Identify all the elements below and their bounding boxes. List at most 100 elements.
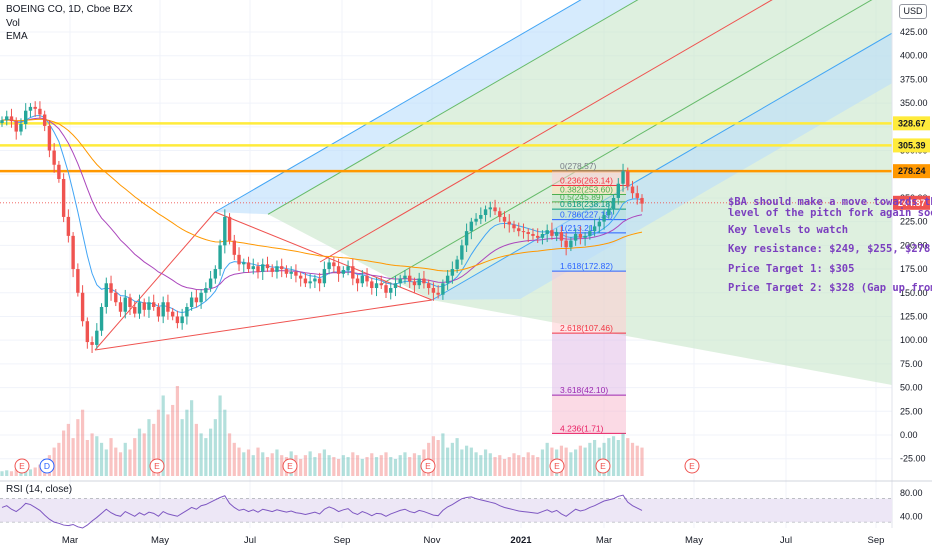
candle-body [559, 232, 564, 241]
volume-bar [256, 447, 260, 476]
volume-bar [52, 447, 56, 476]
pitchfork-handle-a [94, 211, 216, 351]
candle-body [445, 275, 450, 284]
candle-body [521, 231, 526, 233]
volume-bar [0, 471, 4, 476]
candle [389, 282, 393, 300]
candle-body [180, 316, 184, 324]
event-letter: E [554, 461, 560, 471]
volume-bar [583, 447, 587, 476]
candle-body [137, 302, 142, 314]
candle [123, 289, 127, 319]
volume-bar [455, 438, 459, 476]
currency-button[interactable]: USD [899, 4, 927, 19]
volume-bar [118, 452, 123, 476]
candle-body [308, 281, 312, 284]
candle-body [374, 283, 379, 289]
volume-bar [616, 440, 620, 476]
candle-body [223, 216, 227, 246]
volume-bar [156, 409, 161, 476]
fib-zone [552, 395, 626, 434]
event-marker[interactable]: E [14, 458, 30, 474]
candle-body [109, 283, 113, 293]
volume-bar [104, 449, 108, 476]
fib-label: 3.618(42.10) [560, 385, 608, 395]
candle [308, 273, 312, 289]
volume-bar [199, 433, 203, 476]
candle-body [346, 266, 350, 271]
candle [71, 232, 75, 278]
volume-bar [479, 455, 483, 476]
price-tag-bg [893, 116, 930, 131]
candle [621, 163, 625, 192]
volume-bar [265, 457, 270, 476]
event-marker[interactable]: E [595, 458, 611, 474]
event-marker[interactable]: E [684, 458, 700, 474]
volume-bar [574, 449, 578, 476]
candle [303, 272, 308, 288]
candle [417, 272, 421, 289]
price-tick-label: -25.00 [900, 454, 926, 464]
volume-bar [299, 458, 303, 476]
event-marker[interactable]: E [282, 458, 298, 474]
volume-bar [351, 452, 355, 476]
price-tag-text: 305.39 [898, 140, 926, 150]
time-tick-label: Jul [780, 535, 792, 546]
candle [379, 275, 383, 289]
volume-bar [114, 447, 118, 476]
candle [170, 307, 175, 321]
event-marker[interactable]: E [149, 458, 165, 474]
price-tick-label: 125.00 [900, 311, 928, 321]
rsi-band [0, 498, 892, 523]
volume-bar [436, 440, 440, 476]
price-tag-text: 244.87 [898, 198, 926, 208]
volume-bar [626, 438, 630, 476]
rsi-pane: RSI (14, close) 80.00 40.00 [0, 484, 923, 529]
candle [175, 310, 180, 329]
volume-bar [379, 455, 383, 476]
candle [531, 228, 535, 240]
candle-body [189, 297, 194, 307]
price-tag-bg [893, 195, 930, 210]
time-tick-label: 2021 [510, 535, 532, 546]
fib-zone [552, 333, 626, 396]
candle [223, 209, 227, 254]
event-marker[interactable]: E [549, 458, 565, 474]
fib-zone [552, 194, 626, 202]
candle [597, 217, 602, 234]
event-marker[interactable]: E [420, 458, 436, 474]
volume-bar [161, 395, 165, 476]
price-tick-label: 25.00 [900, 406, 923, 416]
volume-bar [66, 423, 70, 476]
candle-body [417, 278, 421, 286]
volume-bar [232, 442, 236, 476]
candle [218, 239, 222, 276]
volume-bars [0, 386, 644, 476]
candle-body [166, 302, 170, 312]
volume-bar [80, 409, 85, 476]
event-letter: E [287, 461, 293, 471]
candle-body [19, 123, 23, 132]
rsi-tick-label: 80.00 [900, 488, 923, 498]
candle [564, 233, 568, 256]
volume-bar [469, 447, 473, 476]
candle-body [351, 266, 355, 279]
candle [166, 294, 170, 320]
candle-body [133, 306, 137, 314]
event-marker[interactable]: D [39, 458, 55, 474]
candle-body [512, 224, 516, 229]
candle-body [569, 240, 573, 248]
candle [289, 266, 293, 280]
candle-body [246, 262, 251, 270]
candle [365, 268, 369, 287]
candle-body [536, 235, 540, 238]
volume-bar [28, 469, 33, 476]
volume-bar [223, 409, 227, 476]
candle-body [208, 278, 213, 289]
price-tick-label: 150.00 [900, 288, 928, 298]
ema-lines [1, 114, 643, 314]
candle [147, 296, 151, 318]
candle-body [114, 292, 118, 303]
candle-body [502, 216, 507, 222]
